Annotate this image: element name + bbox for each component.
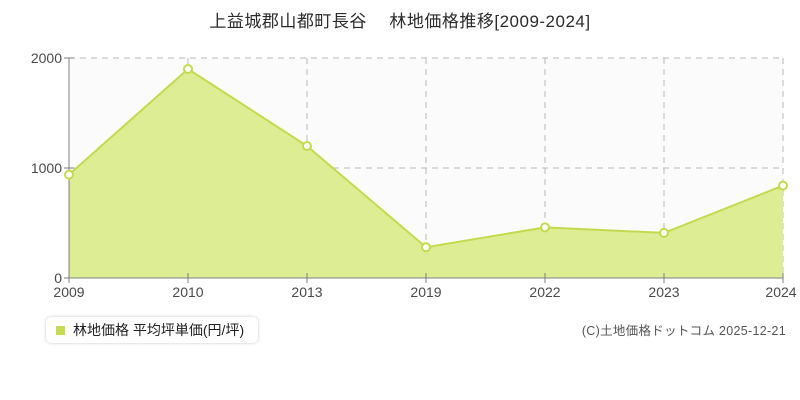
data-point-2023[interactable] <box>659 227 669 238</box>
y-axis-label-1000: 1000 <box>30 160 62 176</box>
x-axis-label-2024: 2024 <box>765 284 797 300</box>
data-point-2024[interactable] <box>778 180 788 191</box>
x-axis-ticks <box>68 273 784 283</box>
chart-legend[interactable]: 林地価格 平均坪単価(円/坪) <box>46 317 259 343</box>
page-title: 上益城郡山都町長谷 林地価格推移[2009-2024] <box>0 7 800 32</box>
x-axis-label-2022: 2022 <box>529 284 561 300</box>
data-point-2009[interactable] <box>64 169 74 180</box>
data-point-2022[interactable] <box>540 222 550 233</box>
y-axis-label-0: 0 <box>54 270 62 286</box>
x-axis-label-2010: 2010 <box>172 284 204 300</box>
region-title: 上益城郡山都町長谷 <box>209 12 367 31</box>
x-axis-label-2023: 2023 <box>648 284 680 300</box>
data-point-2013[interactable] <box>302 141 312 151</box>
copyright-notice: (C)土地価格ドットコム 2025-12-21 <box>581 324 786 338</box>
x-axis-label-2009: 2009 <box>53 284 85 300</box>
chart-subtitle: 林地価格推移[2009-2024] <box>389 12 591 31</box>
x-axis-label-2019: 2019 <box>410 284 442 300</box>
y-axis-label-2000: 2000 <box>30 50 62 66</box>
green-square-icon <box>56 325 65 335</box>
legend-item-label: 林地価格 平均坪単価(円/坪) <box>73 322 245 338</box>
data-point-2010[interactable] <box>183 64 193 74</box>
x-axis-label-2013: 2013 <box>291 284 323 300</box>
area-series-fill <box>69 69 783 278</box>
data-point-markers <box>64 64 788 253</box>
data-point-2019[interactable] <box>421 242 431 253</box>
